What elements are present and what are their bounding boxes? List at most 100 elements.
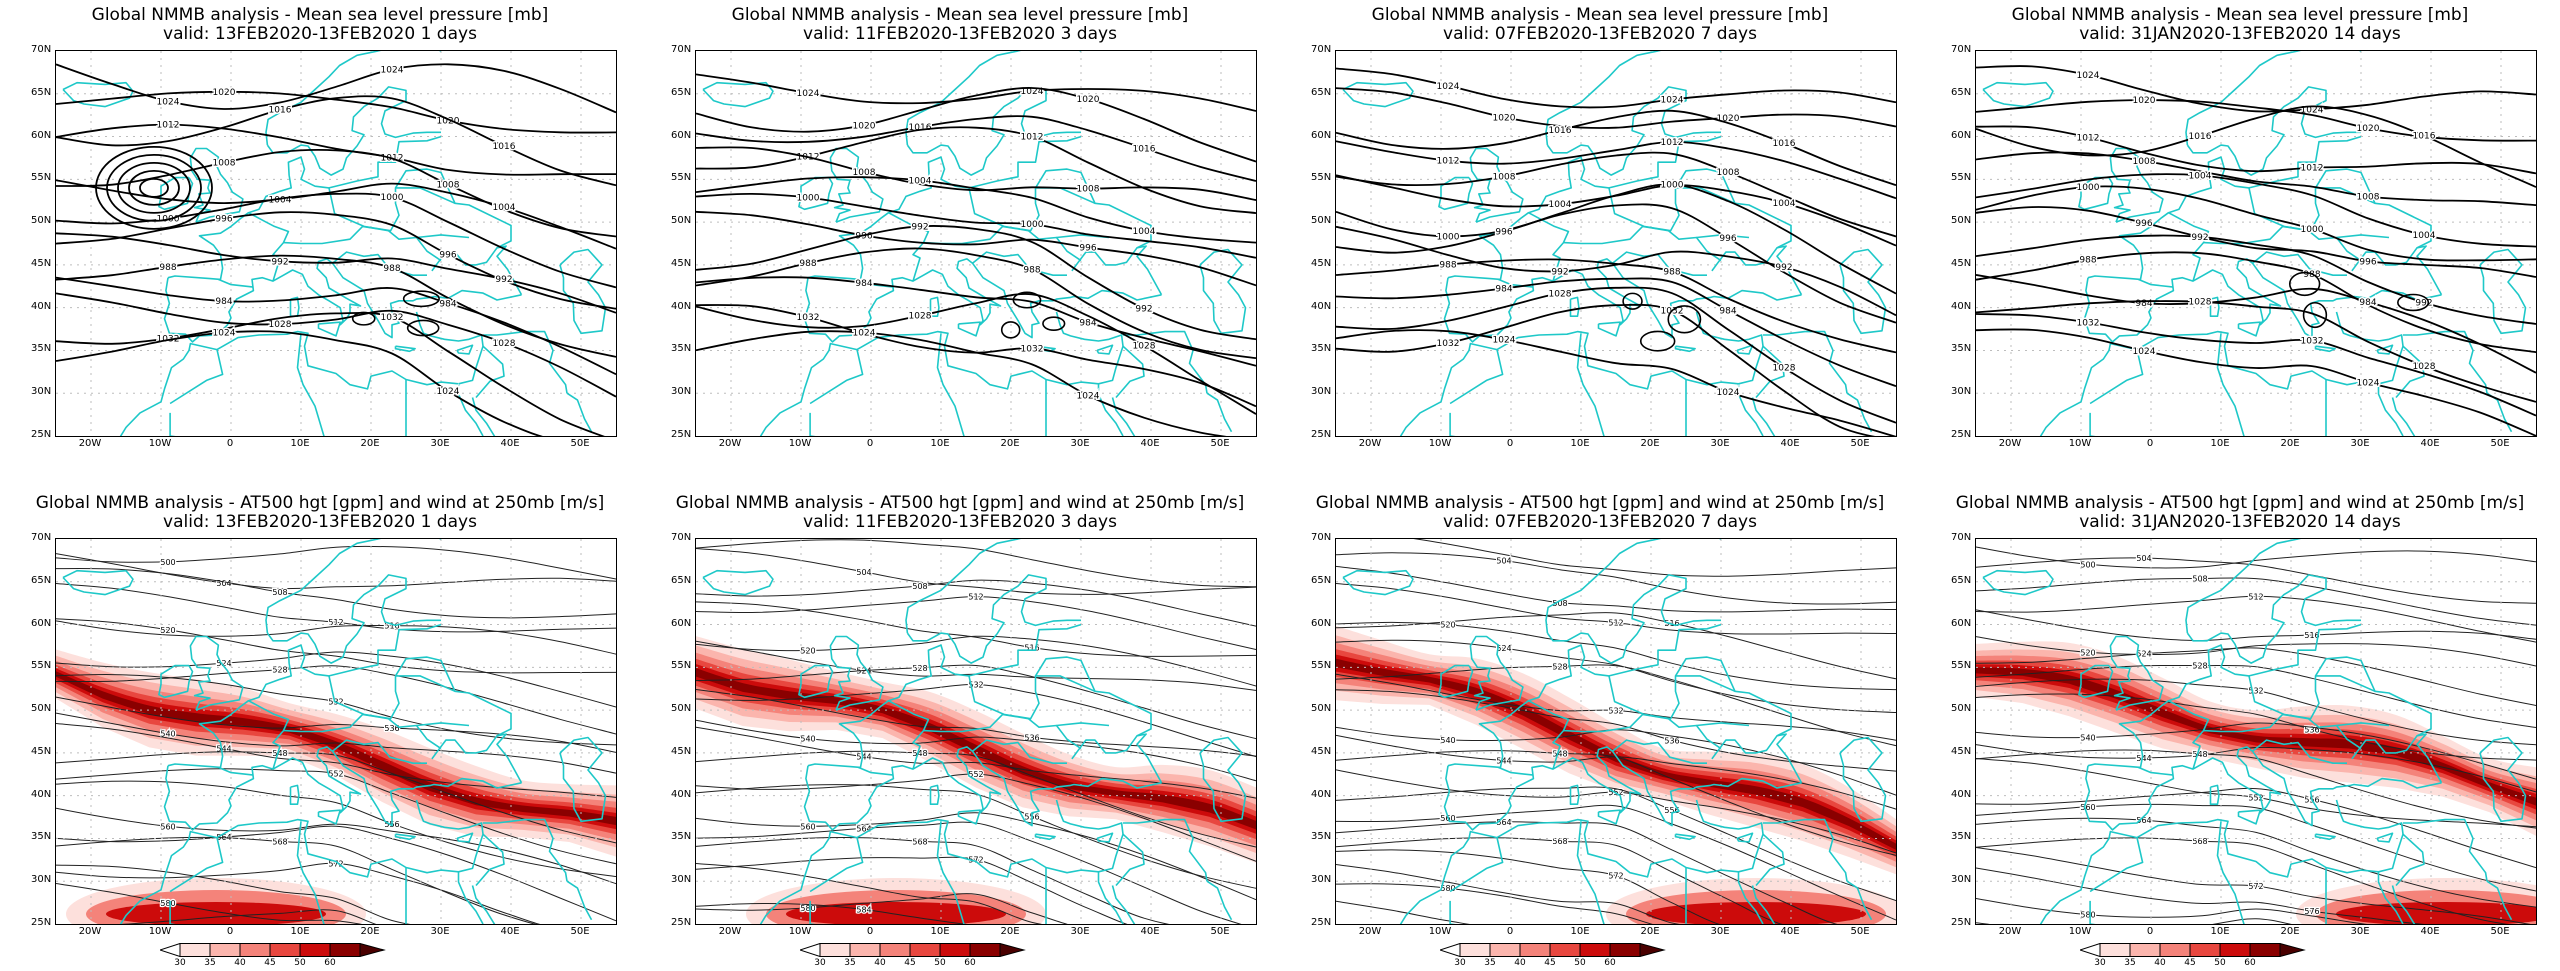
height-label: 508 (272, 588, 287, 597)
height-label: 528 (912, 664, 927, 673)
height-label: 548 (1552, 749, 1567, 758)
isobar-label: 1020 (1493, 113, 1516, 123)
isobar-label: 1028 (1773, 364, 1796, 374)
isobar-label: 1024 (2357, 379, 2380, 389)
panel-valid-period: valid: 07FEB2020-13FEB2020 7 days (1443, 512, 1757, 532)
map-panel-p2: Global NMMB analysis - Mean sea level pr… (640, 0, 1280, 470)
latitude-label: 35N (1951, 831, 1972, 843)
isobar-label: 1008 (1493, 173, 1516, 183)
longitude-label: 10W (148, 438, 172, 449)
latitude-label: 45N (31, 257, 52, 269)
colorbar-swatch (329, 943, 361, 957)
colorbar-swatch (209, 943, 241, 957)
height-label: 520 (2080, 648, 2095, 657)
latitude-label: 60N (1311, 129, 1332, 141)
isobar-label: 992 (2415, 299, 2432, 309)
latitude-label: 55N (671, 172, 692, 184)
map-panel-p7: Global NMMB analysis - AT500 hgt [gpm] a… (1280, 488, 1920, 968)
height-label: 560 (2080, 803, 2095, 812)
isobar-label: 992 (271, 257, 288, 267)
panel-valid-period: valid: 31JAN2020-13FEB2020 14 days (2079, 512, 2401, 532)
panel-title: Global NMMB analysis - Mean sea level pr… (2011, 5, 2469, 25)
isobar-label: 996 (439, 250, 456, 260)
colorbar-swatch (1519, 943, 1551, 957)
longitude-label: 30E (1710, 926, 1730, 937)
coastlines (1982, 539, 2527, 924)
latitude-label: 30N (671, 386, 692, 398)
latitude-label: 35N (671, 343, 692, 355)
isobar-label: 1016 (1133, 144, 1156, 154)
longitude-label: 40E (2420, 926, 2440, 937)
height-label: 552 (2248, 793, 2263, 802)
colorbar-swatch (299, 943, 331, 957)
isobar-label: 1012 (1661, 138, 1684, 148)
latitude-label: 70N (1951, 44, 1972, 55)
isobar-label: 1032 (1021, 344, 1044, 354)
panel-valid-period: valid: 11FEB2020-13FEB2020 3 days (803, 512, 1117, 532)
isobar-label: 996 (1719, 234, 1736, 244)
longitude-label: 20W (1998, 926, 2022, 937)
coastlines (702, 539, 1247, 924)
latitude-label: 25N (671, 917, 692, 928)
isobar-label: 1024 (1077, 392, 1100, 402)
longitude-label: 50E (570, 926, 590, 937)
latitude-label: 65N (1311, 574, 1332, 586)
isobar-label: 984 (1079, 318, 1096, 328)
latitude-label: 30N (1951, 386, 1972, 398)
isobar-label: 1020 (2357, 124, 2380, 134)
height-label: 552 (968, 770, 983, 779)
isobar-label: 996 (2135, 219, 2152, 229)
longitude-label: 20E (1000, 438, 1020, 449)
latitude-label: 65N (1951, 86, 1972, 98)
panel-title: Global NMMB analysis - AT500 hgt [gpm] a… (35, 493, 605, 513)
height-label: 520 (160, 626, 175, 635)
latitude-label: 70N (31, 44, 52, 55)
height-label: 528 (272, 666, 287, 675)
wind-colorbar: 30 35 40 45 50 60 (800, 943, 1140, 971)
isobar-label: 1008 (2133, 157, 2156, 167)
isobar-label: 996 (215, 215, 232, 225)
longitude-label: 20W (718, 438, 742, 449)
height-label: 532 (2248, 686, 2263, 695)
latitude-label: 60N (1951, 617, 1972, 629)
longitude-label: 40E (500, 438, 520, 449)
longitude-label: 40E (1140, 438, 1160, 449)
isobar-label: 988 (383, 264, 400, 274)
colorbar-swatch (939, 943, 971, 957)
isobar-label: 1012 (1437, 157, 1460, 167)
latitude-label: 65N (671, 574, 692, 586)
height-label: 576 (2304, 907, 2319, 916)
longitude-label: 40E (1780, 438, 1800, 449)
isobar-label: 1008 (853, 168, 876, 178)
coastlines (1342, 51, 1887, 436)
coastlines (62, 51, 607, 436)
panel-title: Global NMMB analysis - Mean sea level pr… (1371, 5, 1829, 25)
latitude-label: 70N (1951, 532, 1972, 543)
latitude-label: 25N (1951, 917, 1972, 928)
height-label: 580 (800, 904, 815, 913)
height-label: 572 (1608, 872, 1623, 881)
longitude-label: 0 (226, 926, 234, 937)
height-label: 568 (1552, 837, 1567, 846)
longitude-label: 20W (78, 926, 102, 937)
longitude-label: 10E (2210, 438, 2230, 449)
longitude-label: 0 (866, 438, 874, 449)
longitude-label: 20E (360, 438, 380, 449)
longitude-label: 10E (1570, 438, 1590, 449)
height-label: 572 (2248, 882, 2263, 891)
isobar-label: 984 (439, 299, 456, 309)
height-contours: 504 508 512 516 520 524 528 532 536 540 544 548 552 5… (696, 539, 1256, 924)
isobar-label: 1016 (493, 142, 516, 152)
longitude-label: 50E (1850, 926, 1870, 937)
latitude-label: 60N (31, 129, 52, 141)
isobar-label: 1004 (1133, 227, 1156, 237)
latitude-label: 70N (671, 532, 692, 543)
isobar-label: 1024 (213, 329, 236, 339)
height-label: 516 (1024, 644, 1039, 653)
latitude-label: 40N (671, 300, 692, 312)
height-label: 548 (2192, 750, 2207, 759)
longitude-label: 10W (1428, 438, 1452, 449)
longitude-label: 50E (570, 438, 590, 449)
